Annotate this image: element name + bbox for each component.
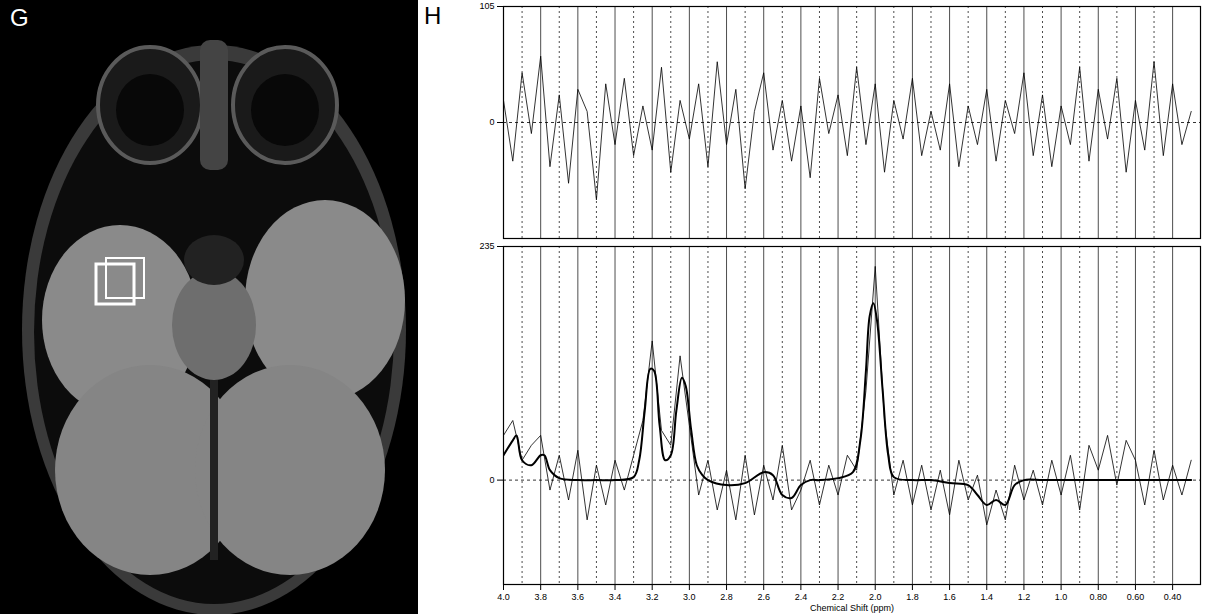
html-text:H: H bbox=[424, 2, 442, 29]
svg-text:0.80: 0.80 bbox=[1090, 592, 1108, 602]
svg-text:0.60: 0.60 bbox=[1127, 592, 1145, 602]
svg-text:0: 0 bbox=[489, 117, 494, 127]
svg-text:1.0: 1.0 bbox=[1055, 592, 1068, 602]
svg-text:105: 105 bbox=[479, 1, 494, 11]
svg-text:3.4: 3.4 bbox=[609, 592, 622, 602]
svg-text:Chemical Shift (ppm): Chemical Shift (ppm) bbox=[810, 603, 894, 613]
svg-text:2.0: 2.0 bbox=[869, 592, 882, 602]
svg-text:1.4: 1.4 bbox=[980, 592, 993, 602]
svg-text:2.8: 2.8 bbox=[720, 592, 733, 602]
svg-text:2.6: 2.6 bbox=[757, 592, 770, 602]
svg-text:0.40: 0.40 bbox=[1164, 592, 1182, 602]
svg-text:3.0: 3.0 bbox=[683, 592, 696, 602]
svg-text:1.6: 1.6 bbox=[943, 592, 956, 602]
svg-text:3.6: 3.6 bbox=[572, 592, 585, 602]
svg-text:3.8: 3.8 bbox=[534, 592, 547, 602]
svg-text:3.2: 3.2 bbox=[646, 592, 659, 602]
svg-text:235: 235 bbox=[479, 241, 494, 251]
svg-text:4.0: 4.0 bbox=[497, 592, 510, 602]
svg-text:2.2: 2.2 bbox=[832, 592, 845, 602]
svg-text:1.8: 1.8 bbox=[906, 592, 919, 602]
svg-text:G: G bbox=[10, 4, 29, 31]
svg-text:0: 0 bbox=[489, 475, 494, 485]
svg-text:1.2: 1.2 bbox=[1018, 592, 1031, 602]
svg-text:2.4: 2.4 bbox=[795, 592, 808, 602]
